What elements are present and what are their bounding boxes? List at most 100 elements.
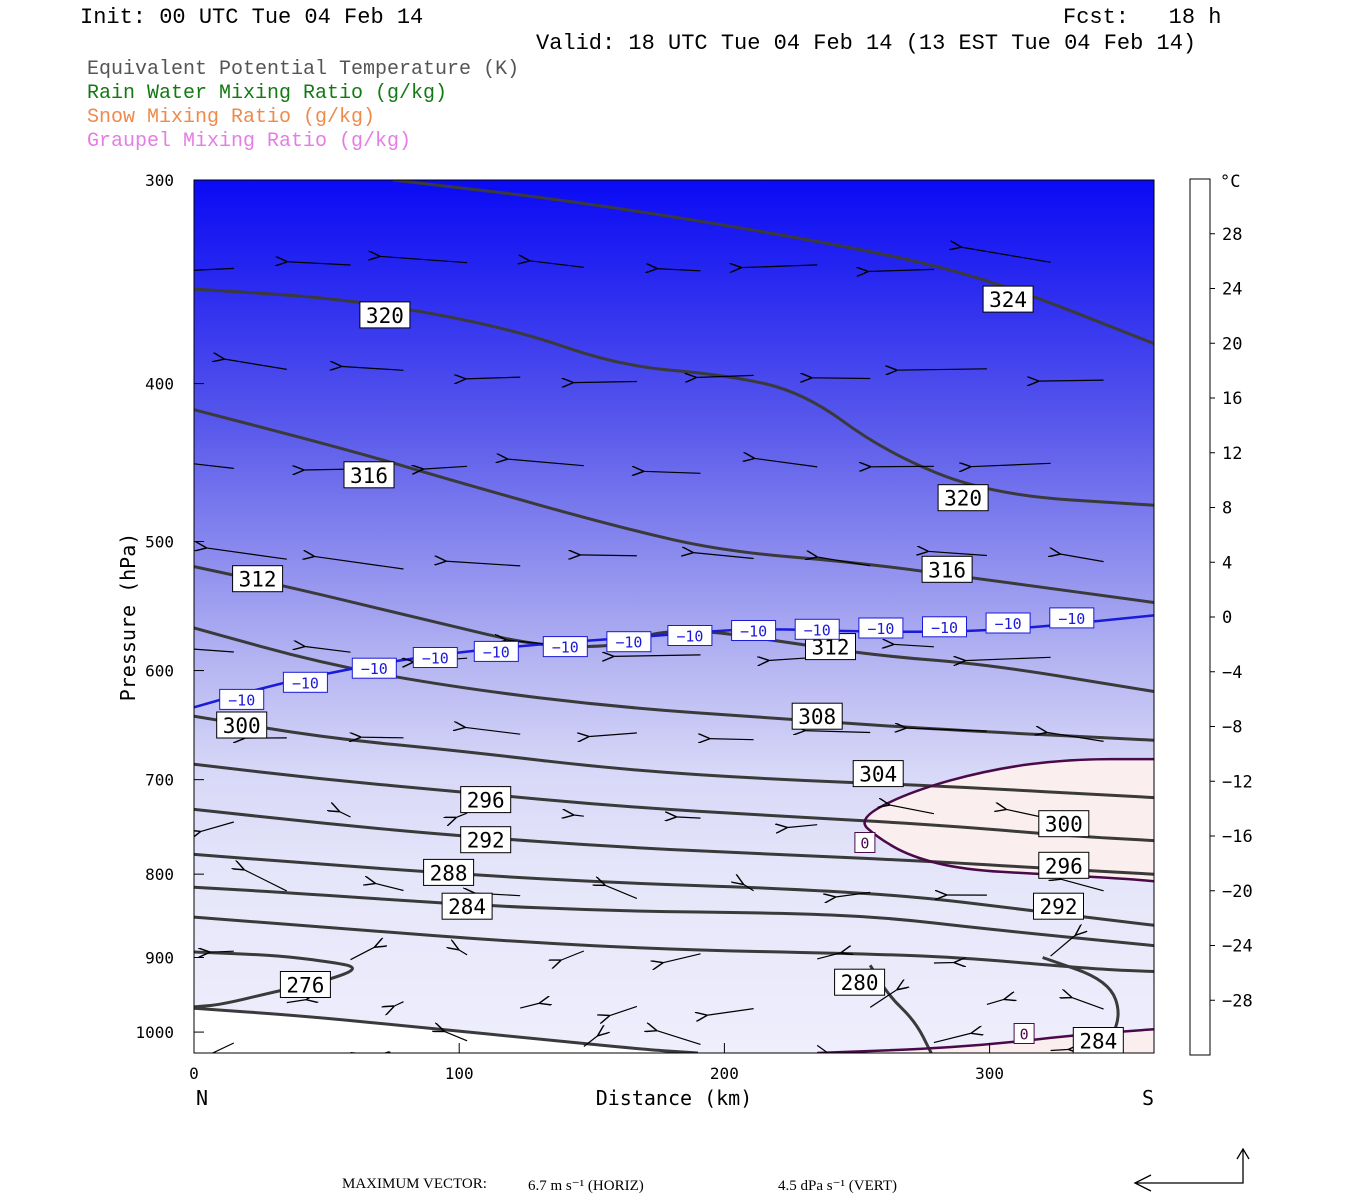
- x-tick-label: 0: [189, 1064, 199, 1083]
- wind-vector: [583, 1035, 599, 1047]
- svg-text:320: 320: [944, 487, 982, 511]
- colorbar-tick-label: −8: [1222, 718, 1242, 738]
- svg-text:292: 292: [467, 829, 505, 853]
- svg-text:−10: −10: [1058, 610, 1085, 628]
- wind-vector: [529, 261, 584, 268]
- wind-vector: [194, 648, 234, 653]
- wind-vector: [743, 884, 754, 892]
- isotherm-label: −10: [473, 640, 519, 662]
- theta-e-contour-296: [194, 807, 1154, 876]
- legend-theta-e: Equivalent Potential Temperature (K): [87, 58, 520, 81]
- wind-vector: [817, 953, 842, 960]
- wind-vector: [893, 644, 934, 647]
- y-tick-label: 500: [145, 533, 174, 552]
- wind-vector: [465, 377, 521, 379]
- legend-rain: Rain Water Mixing Ratio (g/kg): [87, 82, 448, 105]
- contour-label: 296: [460, 786, 512, 814]
- contour-label: 292: [460, 826, 512, 854]
- isotherm-label: −10: [794, 618, 840, 640]
- wind-vector: [339, 811, 351, 818]
- y-axis-label: Pressure (hPa): [116, 533, 140, 702]
- isotherm-label: −10: [731, 620, 777, 641]
- theta-e-contour-300: [194, 762, 1154, 843]
- wind-vector: [1046, 732, 1104, 742]
- isotherm-label: −10: [542, 636, 588, 658]
- svg-text:0: 0: [860, 835, 869, 853]
- wind-vector: [706, 1008, 754, 1016]
- svg-text:−10: −10: [995, 615, 1022, 633]
- wind-vector: [1059, 554, 1104, 563]
- x-axis-label: Distance (km): [596, 1086, 753, 1110]
- contour-label: 284: [441, 892, 493, 920]
- wind-vector: [604, 885, 638, 900]
- contour-label: 320: [359, 301, 411, 329]
- wind-vector: [572, 382, 637, 383]
- theta-e-contour-280: [194, 950, 354, 1009]
- svg-text:308: 308: [798, 705, 836, 729]
- x-tick-label: 300: [975, 1064, 1004, 1083]
- svg-text:316: 316: [928, 558, 966, 582]
- contour-label: 316: [921, 555, 973, 583]
- wind-vector: [375, 883, 404, 892]
- wind-vector: [243, 869, 288, 892]
- wind-vector: [444, 1031, 468, 1042]
- svg-text:−10: −10: [422, 650, 449, 668]
- contour-label: 292: [1033, 892, 1084, 920]
- colorbar-tick-label: 24: [1222, 280, 1242, 300]
- colorbar-tick-label: 16: [1222, 389, 1242, 409]
- contour-label: 320: [937, 484, 989, 512]
- contour-label: 316: [343, 461, 395, 489]
- svg-text:−10: −10: [552, 639, 579, 657]
- contour-label: 288: [423, 858, 475, 886]
- wind-vector: [905, 728, 987, 731]
- contour-label: 284: [1072, 1027, 1124, 1053]
- y-tick-label: 600: [145, 662, 174, 681]
- svg-text:324: 324: [989, 288, 1027, 312]
- wind-vector: [209, 951, 234, 952]
- svg-text:−10: −10: [292, 674, 319, 692]
- svg-text:−10: −10: [228, 691, 255, 709]
- wind-vector: [609, 1005, 638, 1016]
- wind-vector: [206, 548, 287, 560]
- x-end-label-left: N: [196, 1086, 208, 1110]
- colorbar-tick-label: 28: [1222, 225, 1242, 245]
- reference-vector-icon: [1133, 1147, 1250, 1192]
- wind-vector: [194, 267, 234, 271]
- wind-vector: [341, 366, 404, 370]
- svg-text:276: 276: [286, 974, 324, 998]
- wind-vector: [520, 1003, 540, 1009]
- isotherm-label: −10: [985, 612, 1031, 634]
- forecast-hour: Fcst: 18 h: [1063, 5, 1222, 30]
- x-tick-label: 100: [445, 1064, 474, 1083]
- contour-label: 296: [1038, 851, 1090, 879]
- theta-e-contour-292: [194, 852, 1154, 927]
- isotherm-label: −10: [282, 671, 328, 693]
- svg-text:−10: −10: [740, 623, 767, 641]
- contour-label: 312: [232, 565, 284, 593]
- x-tick-label: 200: [710, 1064, 739, 1083]
- theta-e-contour-276: [194, 1006, 698, 1053]
- wind-vector: [1060, 879, 1104, 892]
- wind-vector: [588, 733, 637, 737]
- isotherm-label: −10: [351, 657, 397, 679]
- x-end-label-right: S: [1142, 1086, 1154, 1110]
- wind-vector: [754, 458, 818, 468]
- svg-text:288: 288: [430, 861, 468, 885]
- contour-label: 324: [982, 285, 1034, 313]
- wind-vector: [662, 953, 701, 963]
- wind-vector: [709, 739, 754, 740]
- wind-vector: [643, 471, 701, 473]
- wind-vector: [870, 466, 934, 467]
- wind-vector: [360, 737, 404, 738]
- isotherm-label: −10: [219, 688, 265, 710]
- svg-text:320: 320: [366, 304, 404, 328]
- isotherm-label: −10: [858, 617, 904, 639]
- colorbar-tick-label: 8: [1222, 499, 1232, 519]
- svg-text:−10: −10: [361, 660, 388, 678]
- wind-vector: [211, 1042, 235, 1053]
- wind-vector: [1071, 997, 1104, 1010]
- colorbar-tick-label: 12: [1222, 444, 1242, 464]
- y-tick-label: 400: [145, 375, 174, 394]
- svg-text:300: 300: [1045, 813, 1083, 837]
- wind-vector: [194, 463, 234, 469]
